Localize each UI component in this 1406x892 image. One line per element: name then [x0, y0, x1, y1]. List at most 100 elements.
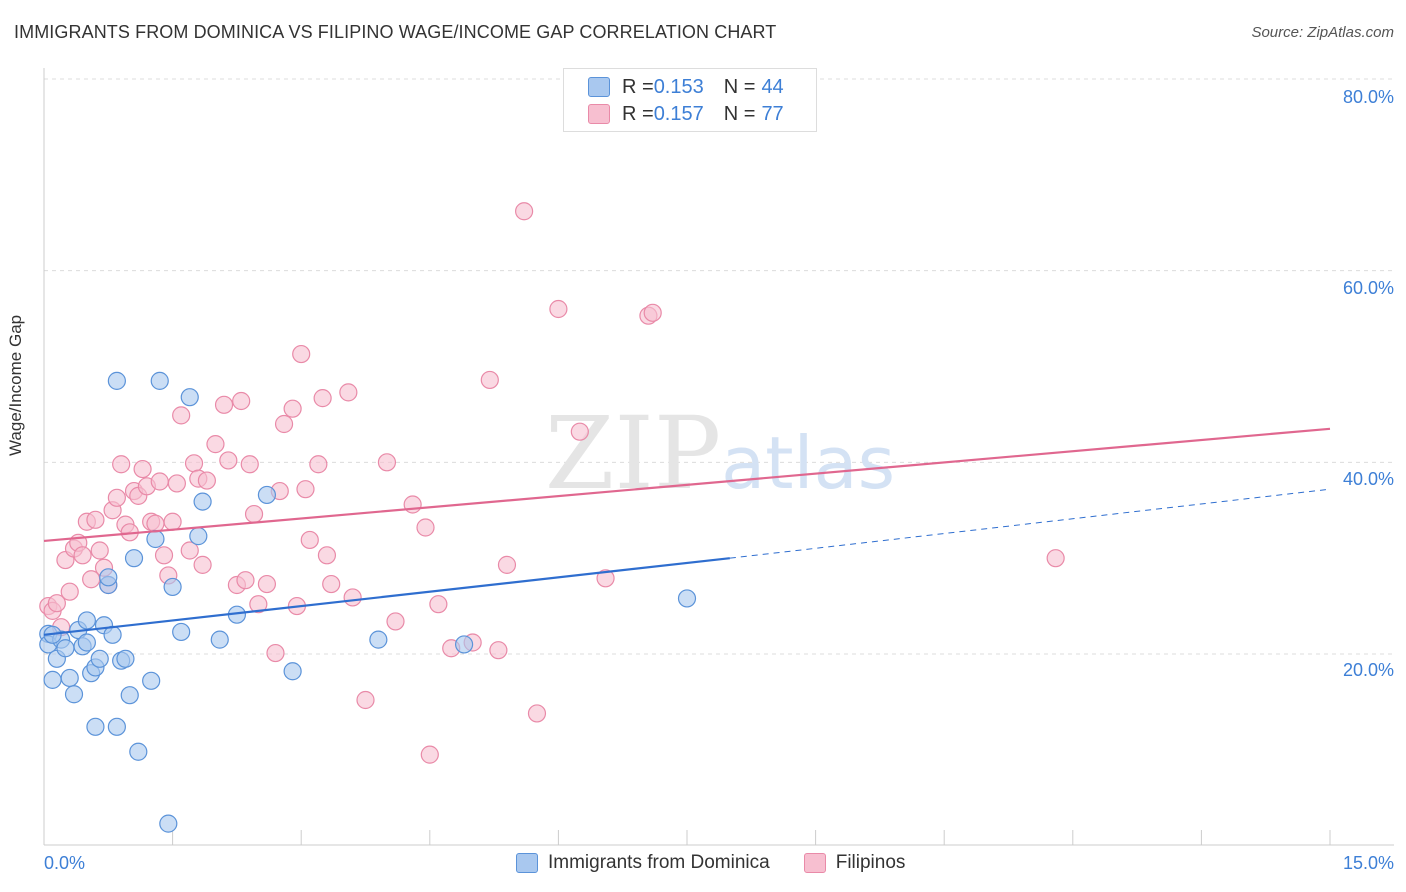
data-point [309, 455, 328, 474]
source-label: Source: ZipAtlas.com [1251, 24, 1394, 41]
data-point [56, 639, 75, 658]
data-point [416, 518, 435, 537]
data-point [386, 612, 405, 631]
data-point [172, 406, 191, 425]
data-point [274, 414, 294, 434]
data-point [73, 546, 92, 565]
y-tick-label: 40.0% [1342, 469, 1394, 489]
data-point [77, 633, 96, 652]
data-point [497, 555, 517, 574]
data-point [189, 527, 208, 546]
n-value: 77 [761, 102, 784, 125]
data-point [489, 641, 508, 660]
data-point [99, 568, 118, 587]
data-point [116, 649, 135, 668]
data-point [317, 546, 337, 565]
data-point [643, 303, 662, 322]
data-point [90, 649, 109, 668]
legend-swatch-pink [588, 104, 610, 124]
data-point [480, 370, 499, 390]
r-label: R = [622, 102, 654, 125]
series-dominica [39, 371, 697, 833]
legend-label: Filipinos [835, 852, 906, 873]
data-point [339, 383, 358, 402]
data-point [244, 504, 264, 524]
n-value: 44 [761, 75, 784, 98]
legend-item-dominica[interactable]: Immigrants from Dominica [516, 852, 770, 874]
data-point [454, 635, 474, 654]
legend-series: Immigrants from Dominica Filipinos [516, 852, 939, 874]
data-point [515, 202, 534, 221]
data-point [369, 630, 388, 649]
y-axis-label: Wage/Income Gap [6, 314, 25, 456]
data-point [257, 574, 277, 594]
trend-line-dominica [43, 557, 730, 636]
data-point [112, 455, 131, 474]
data-point [283, 662, 302, 681]
data-point [107, 717, 126, 736]
data-point [154, 546, 174, 565]
data-point [403, 495, 422, 514]
r-value: 0.157 [653, 102, 704, 125]
data-point [420, 745, 439, 764]
data-point [120, 686, 139, 705]
data-point [219, 451, 238, 470]
data-point [296, 480, 315, 499]
y-tick-label: 60.0% [1342, 278, 1394, 298]
data-point [172, 622, 191, 642]
x-tick-label: 15.0% [1342, 853, 1394, 873]
data-point [1046, 549, 1065, 568]
n-label: N = [723, 102, 756, 125]
watermark-atlas: atlas [721, 421, 895, 505]
legend-label: Immigrants from Dominica [548, 852, 770, 873]
r-value: 0.153 [653, 75, 704, 98]
data-point [184, 454, 204, 473]
data-point [193, 492, 212, 511]
data-point [146, 529, 165, 549]
data-point [429, 595, 448, 614]
gridlines [44, 78, 1394, 655]
data-point [142, 671, 161, 690]
legend-item-filipinos[interactable]: Filipinos [803, 852, 906, 874]
data-point [266, 643, 285, 663]
data-point [322, 574, 341, 594]
trend-line-filipinos [43, 427, 1331, 543]
legend-stats-row: R = 0.153 N = 44 [588, 74, 784, 100]
data-point [150, 472, 169, 491]
data-point [257, 485, 277, 505]
data-point [180, 541, 199, 560]
data-point [596, 569, 615, 588]
data-point [549, 299, 568, 319]
data-point [60, 582, 79, 601]
data-point [86, 717, 105, 736]
x-tick-label: 0.0% [44, 853, 86, 873]
watermark: ZIPatlas [545, 395, 895, 512]
data-point [124, 549, 144, 568]
axes [43, 68, 1394, 846]
data-point [236, 571, 255, 590]
data-point [292, 344, 311, 364]
legend-stats-row: R = 0.157 N = 77 [588, 101, 784, 127]
data-point [197, 471, 216, 490]
data-point [677, 589, 697, 608]
data-point [377, 453, 397, 472]
data-point [167, 474, 186, 493]
data-point [570, 422, 589, 441]
legend-swatch-pink [803, 853, 826, 873]
data-point [214, 395, 234, 414]
watermark-zip: ZIP [545, 395, 721, 512]
data-point [60, 668, 79, 688]
data-point [240, 455, 259, 474]
data-point [159, 814, 178, 833]
data-point [90, 541, 109, 560]
data-point [64, 685, 84, 704]
data-point [43, 670, 62, 689]
data-point [356, 690, 375, 710]
r-label: R = [622, 75, 654, 98]
y-tick-label: 20.0% [1342, 660, 1394, 680]
data-point [313, 389, 332, 408]
data-point [107, 371, 126, 390]
y-tick-label: 80.0% [1342, 87, 1394, 107]
data-point [163, 512, 182, 531]
